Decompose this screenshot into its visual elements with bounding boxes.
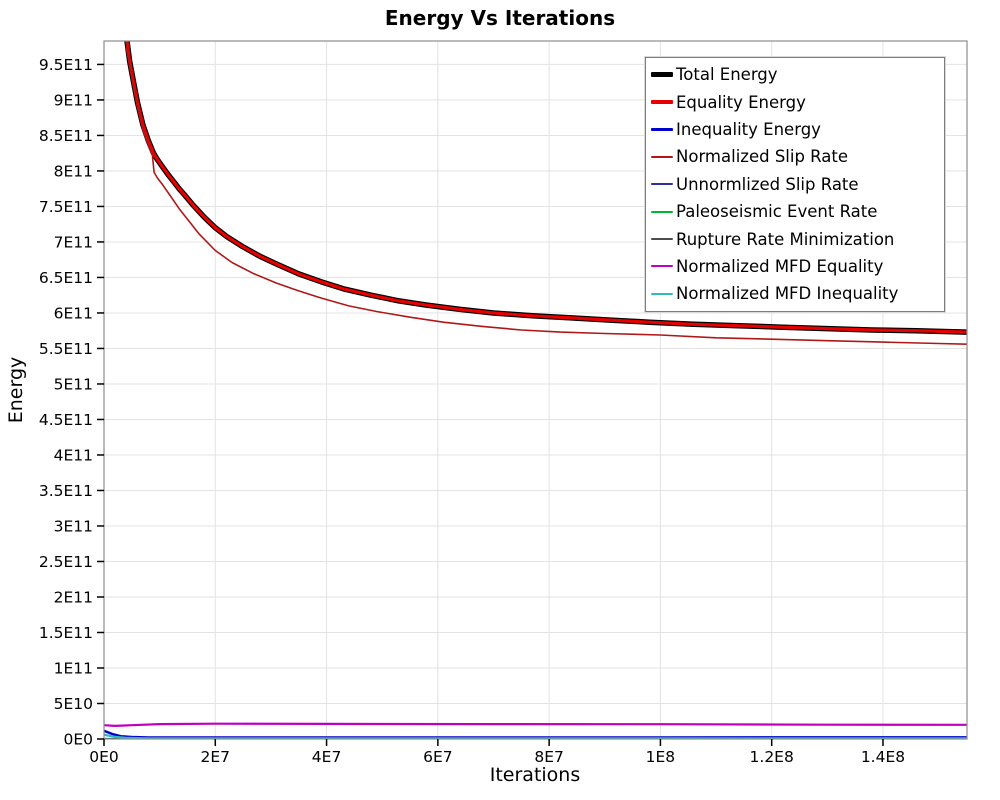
legend-label: Paleoseismic Event Rate [676, 202, 878, 222]
y-axis-title: Energy [5, 356, 27, 424]
x-tick-label: 1.2E8 [750, 748, 794, 766]
y-tick-label: 8E11 [54, 162, 93, 180]
legend-label: Unnormlized Slip Rate [676, 174, 859, 194]
legend-item-total-energy: Total Energy [651, 61, 938, 88]
x-axis-title: Iterations [489, 764, 581, 786]
y-tick-label: 2.5E11 [39, 553, 93, 571]
y-tick-label: 2E11 [54, 588, 93, 606]
y-tick-label: 4.5E11 [39, 411, 93, 429]
legend-swatch-icon [651, 292, 673, 295]
legend: Total Energy Equality Energy Inequality En… [645, 57, 945, 312]
legend-item-normalized-mfd-inequality: Normalized MFD Inequality [651, 280, 938, 307]
y-tick-label: 6E11 [54, 304, 93, 322]
x-tick-label: 8E7 [534, 748, 564, 766]
legend-item-inequality-energy: Inequality Energy [651, 116, 938, 143]
y-tick-label: 3E11 [54, 517, 93, 535]
y-tick-label: 7.5E11 [39, 198, 93, 216]
legend-swatch-icon [651, 127, 673, 131]
legend-item-rupture-rate-minimization: Rupture Rate Minimization [651, 225, 938, 252]
legend-label: Inequality Energy [676, 119, 821, 139]
y-tick-label: 4E11 [54, 446, 93, 464]
legend-label: Equality Energy [676, 92, 806, 112]
legend-label: Total Energy [676, 65, 778, 85]
x-tick-label: 0E0 [89, 748, 119, 766]
legend-label: Normalized MFD Equality [676, 256, 884, 276]
y-tick-label: 7E11 [54, 233, 93, 251]
legend-item-equality-energy: Equality Energy [651, 88, 938, 115]
series-line-equality-energy [125, 41, 967, 334]
y-tick-label: 5.5E11 [39, 340, 93, 358]
legend-swatch-icon [651, 238, 673, 241]
legend-label: Normalized MFD Inequality [676, 284, 899, 304]
y-tick-label: 5E11 [54, 375, 93, 393]
legend-label: Rupture Rate Minimization [676, 229, 895, 249]
legend-swatch-icon [651, 183, 673, 186]
legend-item-normalized-slip-rate: Normalized Slip Rate [651, 143, 938, 170]
x-tick-label: 1E8 [646, 748, 676, 766]
plot-border [103, 40, 968, 740]
legend-swatch-icon [651, 100, 673, 105]
chart-title: Energy Vs Iterations [384, 6, 616, 30]
legend-swatch-icon [651, 155, 673, 158]
y-tick-label: 9E11 [54, 91, 93, 109]
legend-item-unnormlized-slip-rate: Unnormlized Slip Rate [651, 171, 938, 198]
series-line-inequality-energy [104, 729, 967, 739]
y-tick-label: 9.5E11 [39, 56, 93, 74]
legend-swatch-icon [651, 210, 673, 213]
legend-label: Normalized Slip Rate [676, 147, 849, 167]
y-tick-label: 6.5E11 [39, 269, 93, 287]
y-tick-label: 3.5E11 [39, 482, 93, 500]
y-tick-label: 0E0 [63, 731, 93, 749]
x-tick-label: 1.4E8 [861, 748, 905, 766]
y-tick-label: 1E11 [54, 659, 93, 677]
y-tick-label: 1.5E11 [39, 624, 93, 642]
series-line-normalized-slip-rate [125, 41, 967, 346]
legend-item-normalized-mfd-equality: Normalized MFD Equality [651, 253, 938, 280]
x-tick-label: 4E7 [312, 748, 342, 766]
series-line-normalized-mfd-equality [104, 722, 967, 728]
y-tick-label: 8.5E11 [39, 127, 93, 145]
x-tick-label: 2E7 [201, 748, 231, 766]
y-tick-label: 5E10 [54, 695, 93, 713]
legend-item-paleoseismic-event-rate: Paleoseismic Event Rate [651, 198, 938, 225]
legend-swatch-icon [651, 265, 673, 268]
x-tick-label: 6E7 [423, 748, 453, 766]
legend-swatch-icon [651, 72, 673, 78]
